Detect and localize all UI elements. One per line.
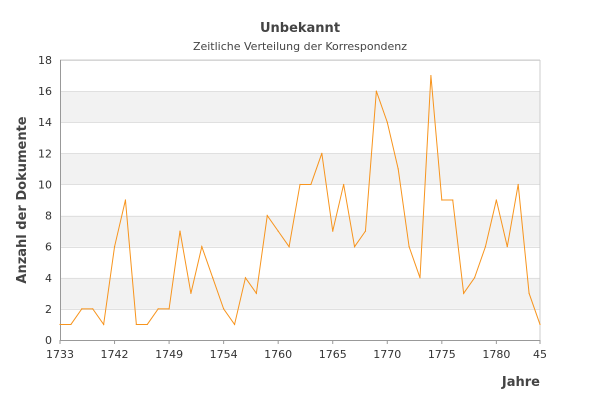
grid-band [60, 91, 540, 123]
x-tick-label: 1770 [373, 348, 401, 361]
data-point [343, 183, 345, 186]
data-point [244, 277, 247, 279]
x-tick-label: 1754 [210, 348, 238, 361]
y-tick-label: 6 [45, 241, 52, 254]
chart-title: Unbekannt [260, 21, 340, 36]
data-point [233, 323, 236, 326]
x-axis-label: Jahre [501, 375, 540, 390]
data-point [168, 308, 170, 310]
data-point [419, 277, 421, 279]
data-point [463, 292, 465, 294]
data-point [375, 90, 377, 92]
y-tick-label: 18 [38, 54, 52, 67]
y-axis-ticks: 0 2 4 6 8 10 12 14 16 18 [38, 54, 52, 347]
x-tick-label: 1765 [319, 348, 347, 361]
data-point [179, 230, 181, 232]
x-tick-label: 45 [533, 348, 547, 361]
data-point [484, 246, 487, 248]
data-point [299, 183, 301, 186]
data-point [92, 308, 94, 310]
data-point [212, 277, 214, 279]
x-axis-ticks: 1733 1742 1749 1754 1760 1765 1770 1775 1780 45 [46, 340, 547, 361]
x-tick-label: 1760 [264, 348, 292, 361]
data-point [81, 308, 83, 310]
grid-band [60, 215, 540, 247]
data-point [386, 121, 388, 123]
data-point [266, 214, 268, 217]
data-point [332, 230, 334, 232]
data-point [310, 183, 312, 186]
chart-subtitle: Zeitliche Verteilung der Korrespondenz [193, 40, 407, 53]
data-point [124, 199, 127, 201]
grid-band [60, 153, 540, 185]
y-tick-label: 2 [45, 303, 52, 316]
grid-band [60, 277, 540, 309]
data-point [517, 183, 519, 186]
y-axis-label: Anzahl der Dokumente [15, 116, 30, 283]
data-point [59, 323, 61, 326]
data-point [157, 308, 159, 310]
data-point [277, 230, 279, 232]
y-tick-label: 10 [38, 178, 52, 191]
data-point [288, 246, 290, 248]
data-point [103, 323, 105, 326]
data-point [190, 292, 192, 294]
data-point [223, 308, 225, 310]
y-tick-label: 8 [45, 210, 52, 223]
data-point [113, 246, 116, 248]
data-point [353, 246, 356, 248]
data-point [528, 292, 530, 294]
data-point [255, 292, 257, 294]
grid-bands [60, 91, 540, 309]
y-tick-label: 16 [38, 85, 52, 98]
x-tick-label: 1780 [482, 348, 510, 361]
data-point [408, 246, 410, 248]
data-point [452, 199, 454, 201]
x-tick-label: 1749 [155, 348, 183, 361]
data-point [364, 230, 367, 232]
y-tick-label: 4 [45, 272, 52, 285]
data-point [135, 323, 137, 326]
data-point [473, 277, 476, 279]
data-point [441, 199, 443, 201]
x-tick-label: 1742 [101, 348, 129, 361]
series-group [59, 74, 541, 326]
y-tick-label: 12 [38, 147, 52, 160]
data-point [321, 152, 323, 154]
data-point [495, 199, 497, 201]
data-point [430, 74, 432, 77]
data-point [506, 246, 508, 248]
data-point [70, 323, 72, 326]
data-point [539, 323, 541, 326]
data-point [201, 246, 203, 248]
x-tick-label: 1775 [428, 348, 456, 361]
x-tick-label: 1733 [46, 348, 74, 361]
y-tick-label: 14 [38, 116, 52, 129]
y-tick-label: 0 [45, 334, 52, 347]
data-point [397, 168, 399, 170]
data-point [146, 323, 148, 326]
